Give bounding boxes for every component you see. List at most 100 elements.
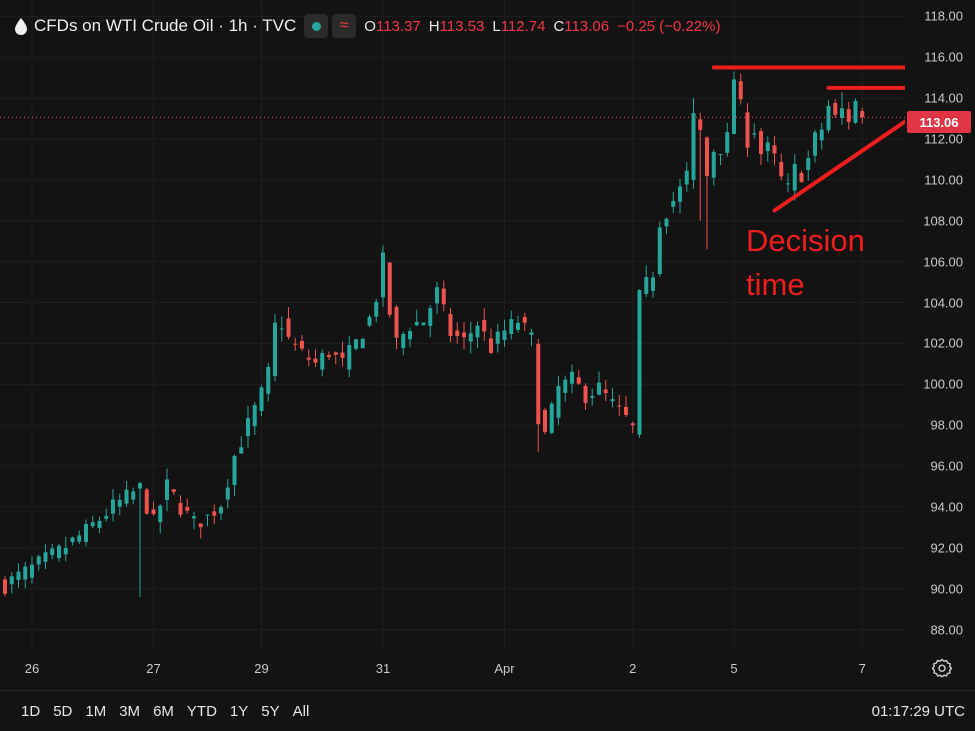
candle-body — [225, 487, 230, 500]
candle-body — [509, 319, 514, 334]
candle-body — [347, 345, 352, 370]
candle-body — [738, 81, 743, 100]
wave-indicator-icon[interactable]: ≈ — [332, 14, 357, 38]
range-button-ytd[interactable]: YTD — [186, 703, 217, 720]
price-chart[interactable] — [0, 0, 912, 650]
candle-body — [691, 112, 696, 180]
candle-body — [833, 102, 838, 115]
candle-body — [482, 320, 487, 332]
candle-body — [286, 318, 291, 337]
candle-body — [239, 447, 244, 454]
time-tick-label: 26 — [24, 661, 40, 676]
price-tick-label: 88.00 — [930, 622, 963, 638]
candle-body — [610, 399, 615, 402]
time-tick-label: Apr — [494, 661, 515, 676]
candle-body — [171, 489, 176, 492]
price-tick-label: 94.00 — [930, 499, 963, 515]
market-open-dot-icon[interactable] — [304, 14, 329, 38]
candle-body — [806, 158, 811, 170]
price-change: −0.25 (−0.22%) — [617, 17, 721, 35]
candle-body — [772, 145, 777, 154]
range-button-5y[interactable]: 5Y — [261, 703, 280, 720]
support-trendline — [772, 116, 912, 213]
time-tick-label: 31 — [375, 661, 391, 676]
time-tick-label: 7 — [858, 661, 866, 676]
candle-body — [576, 377, 581, 384]
gear-icon[interactable] — [932, 658, 952, 678]
candle-body — [198, 523, 203, 528]
candle-body — [495, 331, 500, 344]
candle-body — [63, 548, 68, 555]
candle-body — [36, 556, 41, 565]
price-tick-label: 112.00 — [924, 131, 963, 147]
candle-body — [219, 507, 223, 514]
utc-clock[interactable]: 01:17:29 UTC — [871, 703, 965, 720]
candle-body — [252, 404, 257, 427]
candle-body — [657, 227, 662, 275]
range-button-1m[interactable]: 1M — [85, 703, 107, 720]
range-button-6m[interactable]: 6M — [153, 703, 174, 720]
price-scale[interactable]: 88.00 90.00 92.00 94.00 96.00 98.00 100.00 102.… — [905, 0, 975, 650]
candle-body — [90, 522, 95, 527]
symbol-title[interactable]: CFDs on WTI Crude Oil · 1h · TVC — [34, 16, 297, 35]
candle-body — [759, 131, 763, 155]
candle-body — [333, 352, 338, 355]
price-tick-label: 96.00 — [930, 458, 963, 474]
candle-body — [705, 137, 709, 176]
range-button-5d[interactable]: 5D — [53, 703, 73, 720]
candle-body — [786, 183, 790, 185]
candle-body — [3, 579, 7, 594]
time-tick-label: 5 — [730, 661, 738, 676]
range-button-3m[interactable]: 3M — [119, 703, 141, 720]
candle-body — [678, 186, 682, 202]
price-tick-label: 114.00 — [924, 90, 963, 106]
candle-body — [684, 170, 689, 185]
candle-body — [448, 313, 453, 336]
candle-body — [664, 218, 669, 227]
candle-body — [421, 322, 426, 326]
candle-body — [813, 132, 817, 156]
current-price-badge: 113.06 — [907, 111, 971, 133]
price-tick-label: 92.00 — [930, 540, 963, 556]
price-tick-label: 108.00 — [923, 213, 963, 229]
annotation-text[interactable]: Decision time — [746, 219, 865, 307]
candle-body — [387, 262, 392, 315]
time-tick-label: 29 — [254, 661, 269, 676]
candle-body — [840, 108, 844, 118]
price-tick-label: 98.00 — [930, 417, 963, 433]
time-tick-label: 27 — [146, 661, 161, 676]
range-button-1y[interactable]: 1Y — [229, 703, 249, 720]
candle-body — [536, 343, 541, 425]
candle-body — [232, 455, 237, 486]
price-tick-label: 102.00 — [923, 335, 963, 351]
candle-body — [597, 382, 601, 395]
price-tick-label: 110.00 — [924, 172, 963, 188]
candle-body — [360, 338, 365, 349]
candle-body — [556, 386, 561, 418]
candle-body — [111, 499, 115, 514]
candle-body — [340, 352, 345, 358]
candle-body — [205, 514, 210, 516]
price-tick-label: 106.00 — [923, 254, 963, 270]
price-tick-label: 104.00 — [923, 295, 963, 311]
candle-body — [603, 389, 608, 394]
candle-body — [779, 162, 784, 177]
chart-pane[interactable]: CFDs on WTI Crude Oil · 1h · TVC ≈ O113.… — [0, 0, 912, 650]
range-button-all[interactable]: All — [292, 703, 310, 720]
candle-body — [745, 112, 750, 148]
price-tick-label: 100.00 — [923, 376, 963, 392]
time-tick-label: 2 — [629, 661, 637, 676]
candle-body — [408, 331, 412, 340]
candle-body — [70, 537, 75, 543]
candle-body — [441, 288, 446, 305]
time-axis[interactable]: 26 27 29 31 Apr 2 5 7 — [0, 650, 975, 688]
candle-body — [543, 410, 547, 432]
range-button-1d[interactable]: 1D — [21, 703, 41, 720]
candle-body — [246, 418, 250, 437]
price-tick-label: 90.00 — [930, 581, 963, 597]
symbol-legend: CFDs on WTI Crude Oil · 1h · TVC ≈ O113.… — [14, 13, 720, 39]
candle-body — [732, 79, 736, 134]
candle-body — [765, 142, 770, 152]
candle-body — [300, 340, 304, 349]
candle-body — [165, 479, 169, 501]
